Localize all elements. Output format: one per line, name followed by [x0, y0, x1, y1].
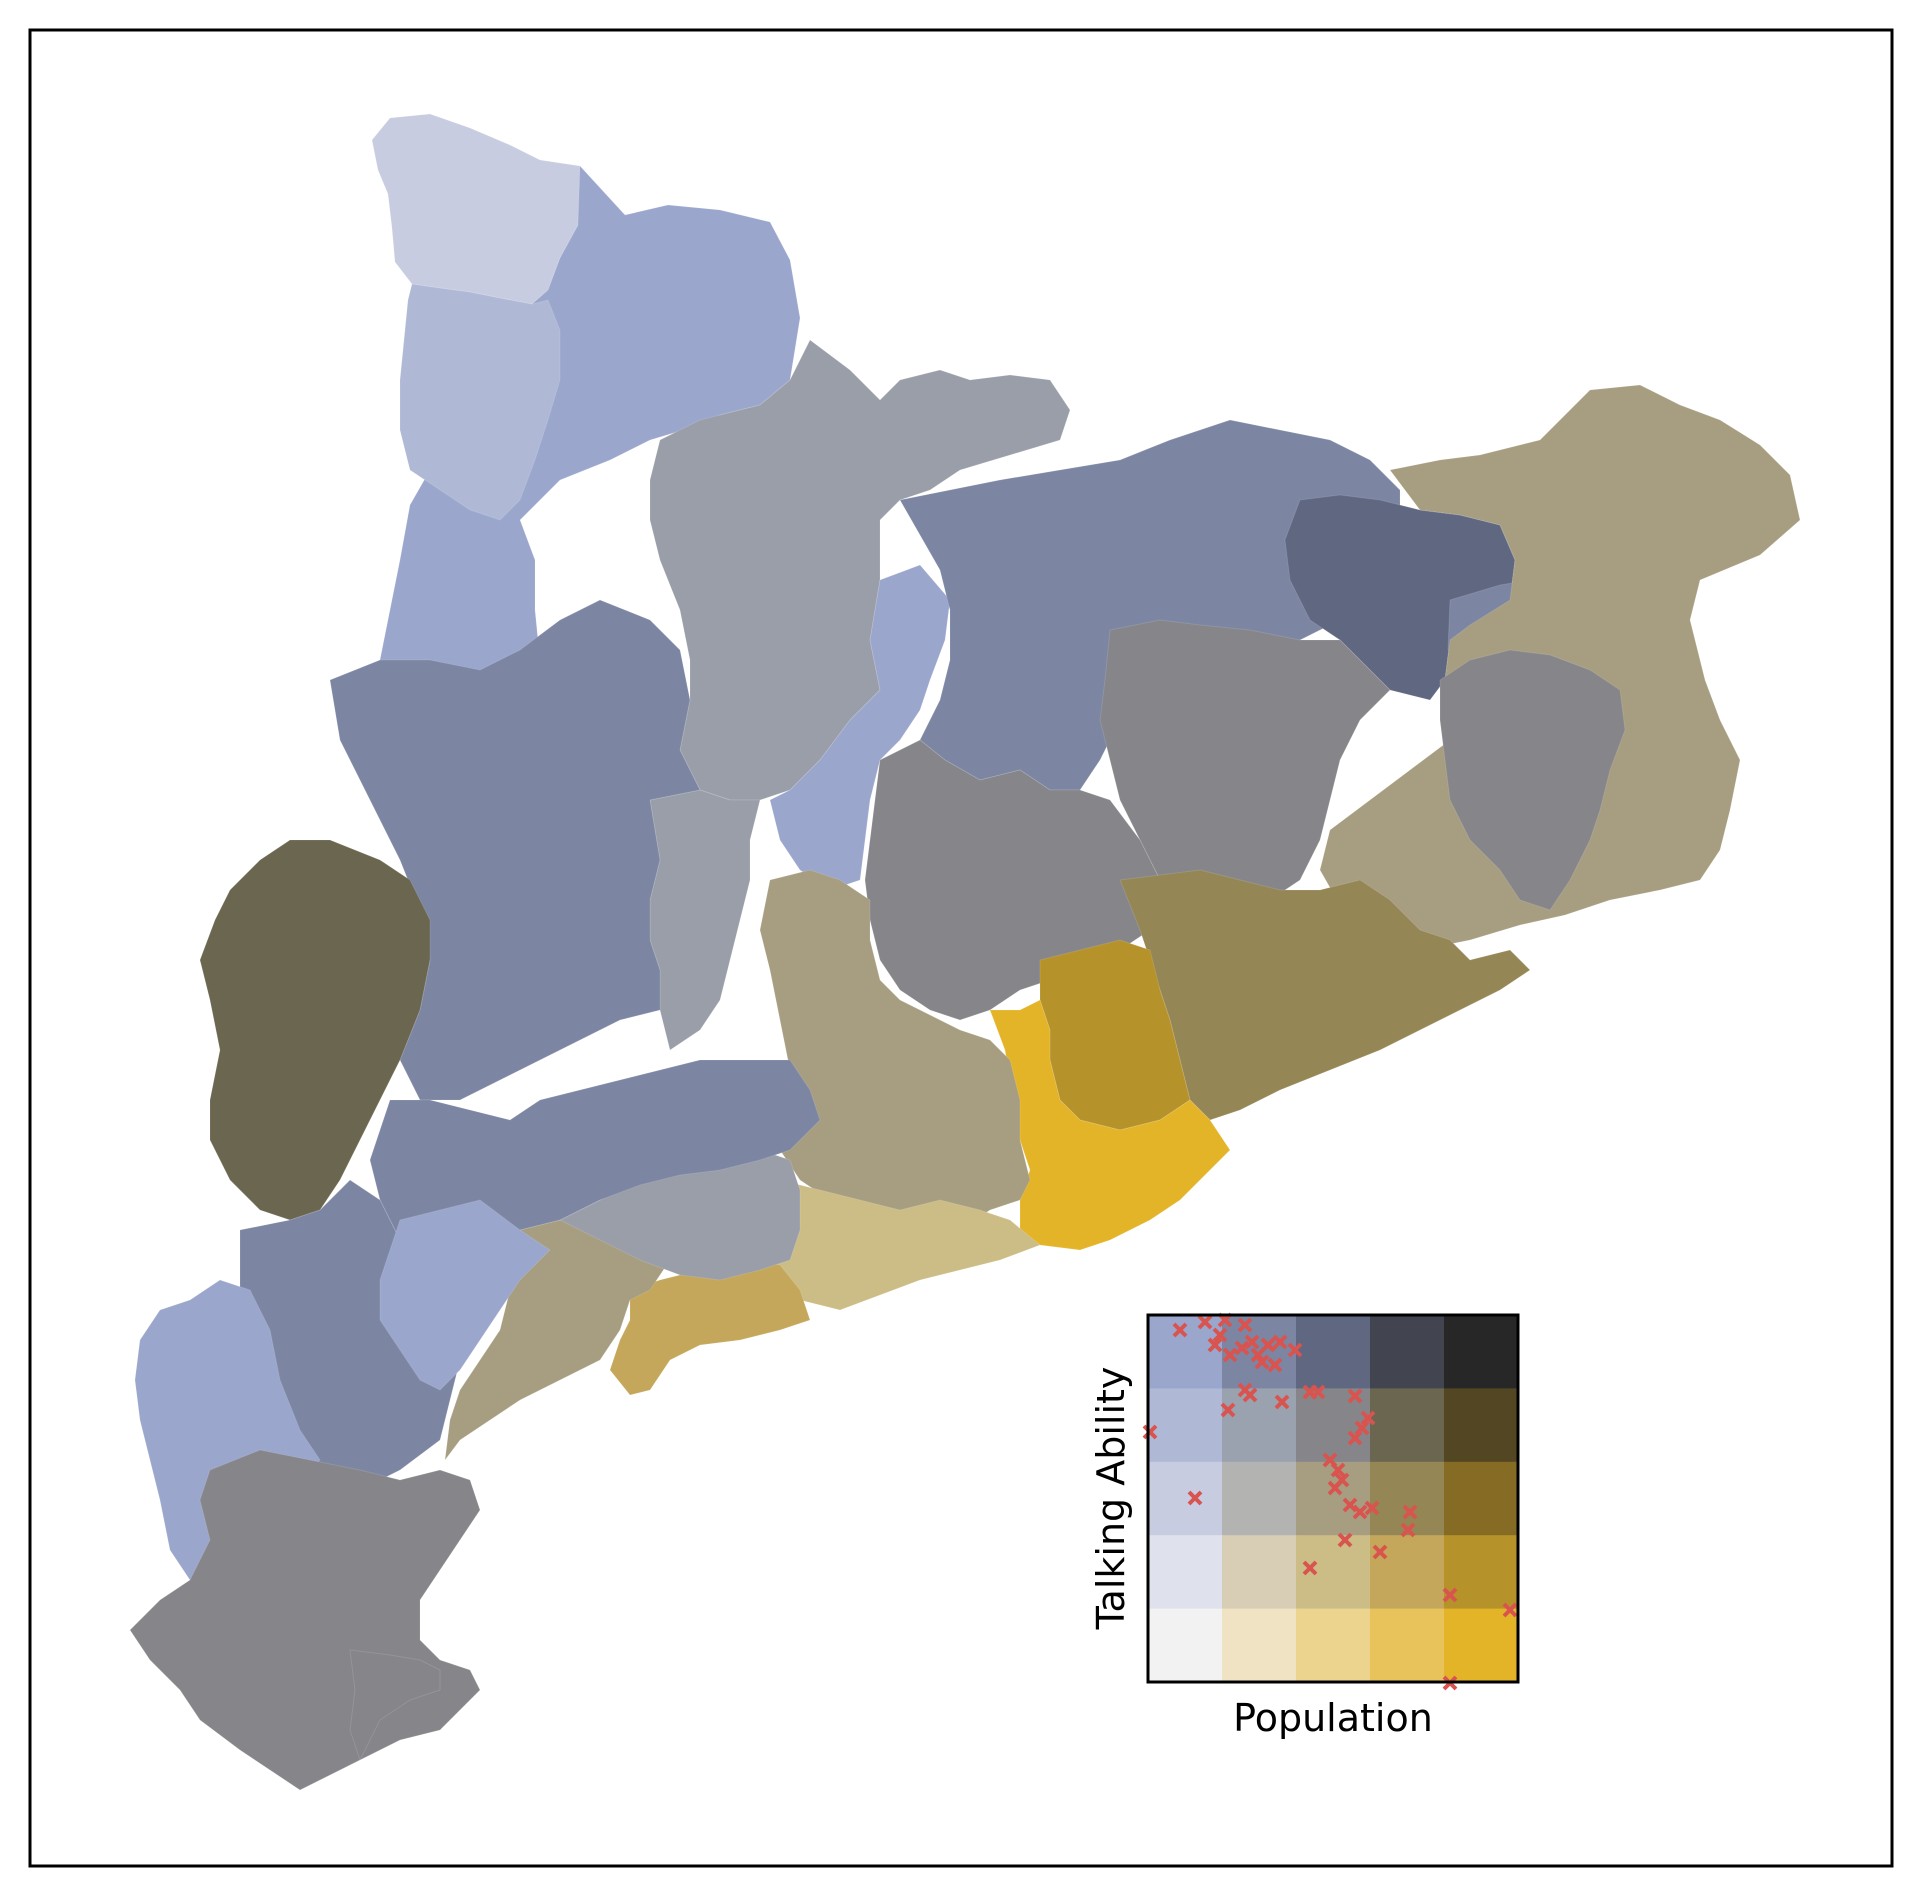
legend-cell	[1370, 1461, 1445, 1536]
x-marker	[1207, 1337, 1223, 1353]
x-marker	[1287, 1342, 1303, 1358]
map-region	[399, 283, 561, 521]
x-marker	[1337, 1532, 1353, 1548]
legend-cell	[1444, 1461, 1519, 1536]
map-frame	[28, 28, 1894, 1868]
map-region	[379, 1199, 551, 1391]
legend-cell	[1444, 1388, 1519, 1463]
bivariate-legend: Population Talking Ability	[1089, 1312, 1520, 1740]
x-marker	[1274, 1394, 1290, 1410]
x-marker	[1220, 1402, 1236, 1418]
x-marker	[1400, 1522, 1416, 1538]
x-marker	[1212, 1327, 1228, 1343]
x-marker	[1254, 1354, 1270, 1370]
x-marker	[1244, 1334, 1260, 1350]
x-marker	[1222, 1347, 1238, 1363]
x-marker	[1142, 1424, 1158, 1440]
x-marker	[1237, 1317, 1253, 1333]
x-marker	[1502, 1602, 1518, 1618]
legend-cell	[1148, 1535, 1223, 1610]
map-region	[1099, 619, 1391, 921]
legend-cell	[1444, 1535, 1519, 1610]
legend-cell	[1370, 1388, 1445, 1463]
x-marker	[1342, 1497, 1358, 1513]
legend-cell	[1148, 1461, 1223, 1536]
legend-cell	[1148, 1608, 1223, 1683]
x-marker	[1372, 1544, 1388, 1560]
map-regions	[129, 113, 1801, 1791]
map-region	[349, 1649, 441, 1761]
x-marker	[1330, 1462, 1346, 1478]
legend-color-grid	[1148, 1315, 1519, 1683]
x-marker	[1347, 1388, 1363, 1404]
legend-cell	[1370, 1535, 1445, 1610]
legend-cell	[1222, 1461, 1297, 1536]
legend-frame	[1146, 1313, 1520, 1684]
legend-xlabel: Population	[1233, 1696, 1433, 1740]
x-marker	[1402, 1504, 1418, 1520]
x-marker	[1352, 1504, 1368, 1520]
legend-scatter-markers	[1142, 1312, 1518, 1691]
legend-cell	[1148, 1388, 1223, 1463]
x-marker	[1260, 1337, 1276, 1353]
x-marker	[1310, 1384, 1326, 1400]
legend-ylabel: Talking Ability	[1089, 1367, 1133, 1631]
legend-cell	[1370, 1315, 1445, 1389]
x-marker	[1267, 1357, 1283, 1373]
x-marker	[1302, 1560, 1318, 1576]
legend-cell	[1444, 1608, 1519, 1683]
legend-cell	[1296, 1608, 1371, 1683]
x-marker	[1364, 1500, 1380, 1516]
legend-cell	[1222, 1608, 1297, 1683]
x-marker	[1354, 1420, 1370, 1436]
map-region	[649, 789, 761, 1051]
x-marker	[1272, 1334, 1288, 1350]
legend-cell	[1444, 1315, 1519, 1389]
x-marker	[1197, 1314, 1213, 1330]
x-marker	[1442, 1587, 1458, 1603]
x-marker	[1242, 1387, 1258, 1403]
x-marker	[1172, 1322, 1188, 1338]
x-marker	[1327, 1480, 1343, 1496]
map-region	[769, 564, 951, 891]
map-region	[989, 999, 1231, 1251]
x-marker	[1234, 1340, 1250, 1356]
legend-cell	[1370, 1608, 1445, 1683]
x-marker	[1360, 1410, 1376, 1426]
x-marker	[1347, 1430, 1363, 1446]
x-marker	[1187, 1490, 1203, 1506]
map-region	[1439, 649, 1626, 911]
legend-cell	[1222, 1535, 1297, 1610]
legend-cell	[1296, 1315, 1371, 1389]
